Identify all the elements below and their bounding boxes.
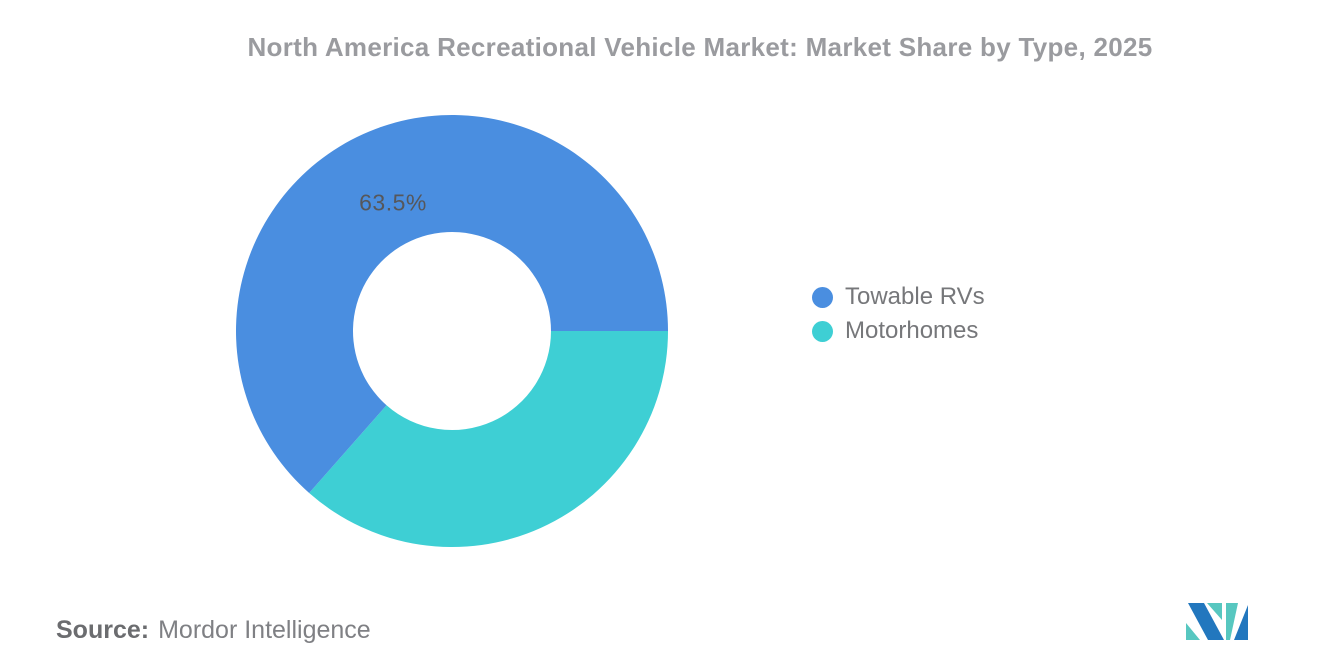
logo-shape — [1226, 603, 1238, 640]
legend-label-towable-rvs: Towable RVs — [845, 283, 985, 310]
slice-data-label-towable-rvs: 63.5% — [359, 189, 427, 216]
mordor-intelligence-logo — [1186, 603, 1248, 640]
logo-shape — [1186, 623, 1200, 640]
logo-shape — [1234, 605, 1248, 640]
source-line: Source: Mordor Intelligence — [56, 616, 371, 645]
logo-shape — [1188, 603, 1224, 640]
donut-slice-motorhomes[interactable] — [309, 331, 668, 547]
legend-marker-motorhomes-icon — [812, 320, 833, 342]
chart-title: North America Recreational Vehicle Marke… — [247, 32, 1153, 62]
legend: Towable RVs Motorhomes — [812, 283, 985, 354]
legend-item-motorhomes[interactable]: Motorhomes — [812, 317, 985, 344]
legend-label-motorhomes: Motorhomes — [845, 317, 979, 344]
legend-item-towable-rvs[interactable]: Towable RVs — [812, 283, 985, 310]
logo-shape — [1207, 603, 1222, 620]
source-value: Mordor Intelligence — [158, 616, 371, 644]
donut-slice-towable-rvs[interactable] — [236, 114, 668, 494]
source-label: Source: — [56, 616, 150, 644]
legend-marker-towable-rvs-icon — [812, 286, 833, 308]
